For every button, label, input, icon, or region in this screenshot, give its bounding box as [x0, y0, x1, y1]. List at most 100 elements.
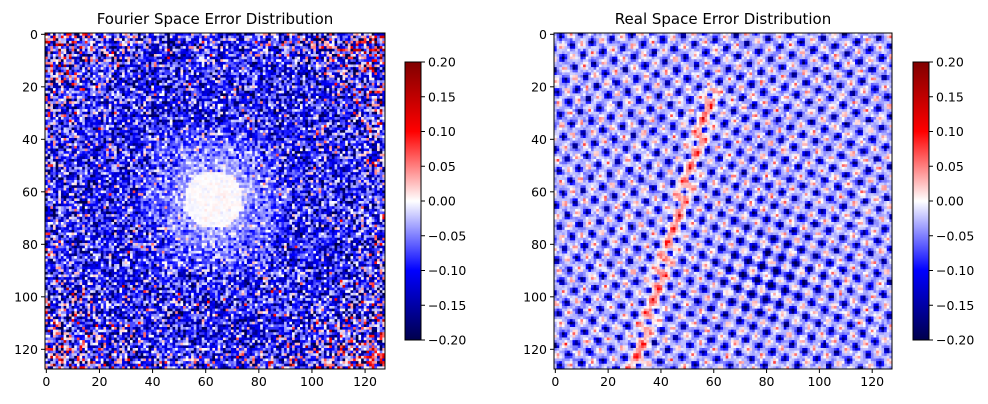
heatmap-cell: [364, 78, 367, 81]
heatmap-cell: [372, 80, 375, 83]
heatmap-cell: [350, 62, 353, 65]
heatmap-cell: [101, 78, 104, 81]
heatmap-cell: [66, 83, 69, 86]
heatmap-cell: [268, 91, 271, 94]
heatmap-cell: [276, 41, 279, 44]
heatmap-cell: [74, 88, 77, 91]
heatmap-cell: [350, 38, 353, 41]
heatmap-cell: [255, 91, 258, 94]
heatmap-cell: [279, 67, 282, 70]
heatmap-cell: [218, 54, 221, 57]
heatmap-cell: [276, 80, 279, 83]
heatmap-cell: [58, 44, 61, 47]
heatmap-cell: [212, 49, 215, 52]
heatmap-cell: [281, 54, 284, 57]
heatmap-cell: [74, 49, 77, 52]
heatmap-cell: [101, 65, 104, 68]
heatmap-cell: [56, 38, 59, 41]
heatmap-cell: [239, 91, 242, 94]
heatmap-cell: [58, 54, 61, 57]
heatmap-cell: [180, 86, 183, 89]
heatmap-cell: [135, 36, 138, 39]
heatmap-cell: [74, 67, 77, 70]
heatmap-cell: [356, 86, 359, 89]
heatmap-cell: [345, 62, 348, 65]
heatmap-cell: [204, 83, 207, 86]
heatmap-cell: [345, 65, 348, 68]
heatmap-cell: [162, 86, 165, 89]
heatmap-cell: [167, 57, 170, 60]
heatmap-cell: [138, 86, 141, 89]
heatmap-cell: [125, 59, 128, 62]
heatmap-cell: [175, 91, 178, 94]
heatmap-cell: [106, 93, 109, 96]
heatmap-cell: [268, 78, 271, 81]
heatmap-cell: [281, 75, 284, 78]
heatmap-cell: [324, 83, 327, 86]
heatmap-cell: [90, 62, 93, 65]
heatmap-cell: [353, 59, 356, 62]
heatmap-cell: [72, 65, 75, 68]
heatmap-cell: [350, 75, 353, 78]
heatmap-cell: [289, 67, 292, 70]
heatmap-cell: [159, 36, 162, 39]
heatmap-cell: [292, 91, 295, 94]
heatmap-cell: [85, 88, 88, 91]
heatmap-cell: [53, 88, 56, 91]
heatmap-cell: [135, 59, 138, 62]
heatmap-cell: [93, 57, 96, 60]
heatmap-cell: [265, 91, 268, 94]
heatmap-cell: [337, 75, 340, 78]
heatmap-cell: [369, 54, 372, 57]
heatmap-cell: [324, 86, 327, 89]
heatmap-cell: [255, 70, 258, 73]
heatmap-cell: [263, 54, 266, 57]
heatmap-cell: [358, 51, 361, 54]
heatmap-cell: [297, 51, 300, 54]
heatmap-cell: [361, 78, 364, 81]
heatmap-cell: [204, 62, 207, 65]
heatmap-cell: [48, 41, 51, 44]
heatmap-cell: [223, 80, 226, 83]
heatmap-cell: [106, 91, 109, 94]
heatmap-cell: [210, 54, 213, 57]
heatmap-cell: [244, 72, 247, 75]
heatmap-cell: [117, 65, 120, 68]
heatmap-cell: [143, 67, 146, 70]
heatmap-cell: [154, 62, 157, 65]
heatmap-cell: [101, 86, 104, 89]
heatmap-cell: [80, 80, 83, 83]
heatmap-cell: [180, 91, 183, 94]
heatmap-cell: [335, 67, 338, 70]
heatmap-cell: [223, 70, 226, 73]
heatmap-cell: [180, 36, 183, 39]
heatmap-cell: [284, 62, 287, 65]
heatmap-cell: [109, 36, 112, 39]
heatmap-cell: [133, 62, 136, 65]
heatmap-cell: [220, 75, 223, 78]
heatmap-cell: [303, 88, 306, 91]
heatmap-cell: [93, 83, 96, 86]
heatmap-cell: [228, 57, 231, 60]
heatmap-cell: [101, 62, 104, 65]
heatmap-cell: [321, 88, 324, 91]
heatmap-cell: [377, 51, 380, 54]
heatmap-cell: [308, 46, 311, 49]
heatmap-cell: [279, 88, 282, 91]
heatmap-cell: [268, 75, 271, 78]
heatmap-cell: [69, 44, 72, 47]
heatmap-cell: [50, 49, 53, 52]
heatmap-cell: [212, 83, 215, 86]
heatmap-cell: [98, 41, 101, 44]
heatmap-cell: [250, 67, 253, 70]
heatmap-cell: [268, 80, 271, 83]
heatmap-cell: [369, 59, 372, 62]
heatmap-cell: [202, 75, 205, 78]
heatmap-cell: [61, 86, 64, 89]
heatmap-cell: [340, 78, 343, 81]
heatmap-cell: [292, 86, 295, 89]
heatmap-cell: [165, 91, 168, 94]
heatmap-cell: [321, 91, 324, 94]
heatmap-cell: [305, 72, 308, 75]
heatmap-cell: [202, 72, 205, 75]
